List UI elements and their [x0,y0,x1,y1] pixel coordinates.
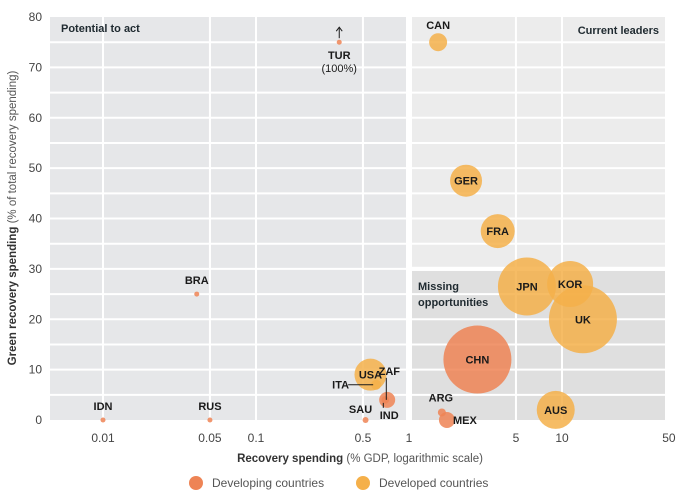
bubble-label-kor: KOR [558,279,583,291]
bubble-label-ita: ITA [332,380,349,392]
bubble-label-rus: RUS [198,401,221,413]
y-tick-label: 50 [29,161,43,175]
quadrant-label-current-leaders: Current leaders [578,25,659,37]
x-axis-title-bold: Recovery spending [237,453,343,465]
y-tick-label: 20 [29,312,43,326]
quadrant-labels: Potential to act Current leaders Missing op… [61,23,659,309]
bubble-label-mex: MEX [453,415,478,427]
x-axis-ticks: 0.01 0.05 0.1 0.5 1 5 10 50 [91,431,676,445]
bubble-zaf[interactable] [381,396,390,404]
y-tick-label: 70 [29,60,43,74]
bubble-label-fra: FRA [486,226,509,238]
bubble-label-sau: SAU [349,404,372,416]
bubble-aus[interactable] [536,390,575,429]
x-tick-label: 0.1 [248,431,265,445]
quadrant-divider-vertical [406,17,412,420]
y-tick-label: 0 [35,413,42,427]
y-axis-ticks: 0 10 20 30 40 50 60 70 80 [29,10,43,427]
legend-swatch-developing [189,476,203,490]
x-tick-label: 1 [406,431,413,445]
y-tick-label: 40 [29,212,43,226]
bubble-label-tur: TUR [328,50,351,62]
x-axis-title: Recovery spending (% GDP, logarithmic sc… [237,453,483,465]
y-tick-label: 60 [29,111,43,125]
legend-item-developed[interactable]: Developed countries [356,476,488,490]
bubble-chn[interactable] [443,325,512,394]
bubble-sau[interactable] [362,417,369,423]
legend-label-developing: Developing countries [212,476,324,490]
x-tick-label: 10 [555,431,569,445]
bubble-arg[interactable] [437,408,446,417]
y-tick-label: 10 [29,363,43,377]
legend-item-developing[interactable]: Developing countries [189,476,324,490]
arrow-up-head [335,26,343,32]
quadrant-label-missing-opportunities: Missing [418,281,459,293]
bubble-label-bra: BRA [185,275,209,287]
bubble-label-jpn: JPN [516,282,537,294]
bubble-ger[interactable] [450,164,483,197]
bubbles [100,33,617,429]
bubble-jpn[interactable] [497,257,556,316]
quadrant-label-potential-to-act: Potential to act [61,23,140,35]
bubble-label-arg: ARG [429,392,453,404]
y-axis-title-bold: Green recovery spending [7,227,19,366]
bubble-label-ind: IND [380,410,399,422]
bubble-label-idn: IDN [94,401,113,413]
bubble-can[interactable] [429,33,448,52]
bubble-tur[interactable] [336,39,342,45]
bubble-label-can: CAN [426,20,450,32]
bubble-note-tur: (100%) [322,63,357,75]
legend-swatch-developed [356,476,370,490]
bubble-fra[interactable] [480,214,515,249]
x-tick-label: 0.05 [198,431,222,445]
legend-label-developed: Developed countries [379,476,488,490]
y-axis-title: Green recovery spending (% of total reco… [7,70,19,365]
bubble-label-ger: GER [454,176,478,188]
bubble-rus[interactable] [207,417,213,423]
y-tick-label: 30 [29,262,43,276]
bubble-bra[interactable] [194,291,200,297]
bubble-ita[interactable] [371,379,382,390]
y-axis-title-rest: (% of total recovery spending) [7,70,19,226]
bubble-label-aus: AUS [544,405,567,417]
bubble-label-uk: UK [575,314,591,326]
x-tick-label: 0.5 [355,431,372,445]
y-tick-label: 80 [29,10,43,24]
x-tick-label: 5 [513,431,520,445]
bubble-label-zaf: ZAF [379,366,401,378]
x-axis-title-rest: (% GDP, logarithmic scale) [343,453,483,465]
legend: Developing countries Developed countries [189,476,488,490]
x-tick-label: 50 [662,431,676,445]
x-tick-label: 0.01 [91,431,115,445]
bubble-idn[interactable] [100,417,106,423]
quadrant-label-missing-opportunities: opportunities [418,297,488,309]
bubble-label-chn: CHN [465,355,489,367]
bubble-kor[interactable] [547,260,594,307]
bubble-label-usa: USA [359,370,382,382]
